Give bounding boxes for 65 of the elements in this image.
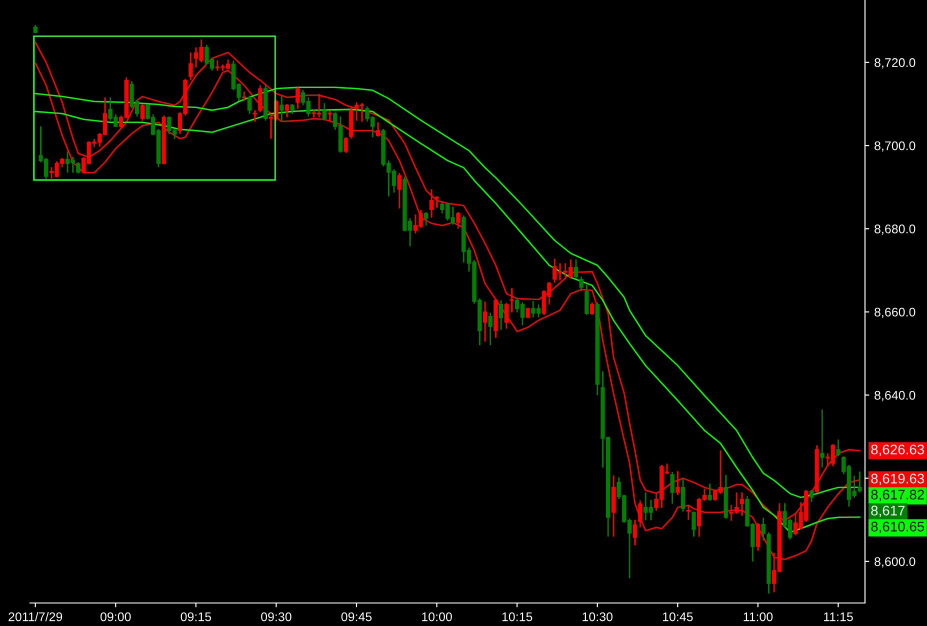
candlestick [247, 94, 252, 115]
candlestick [429, 188, 434, 218]
candlestick [188, 52, 193, 81]
candlestick [279, 94, 284, 122]
candlestick [670, 471, 674, 504]
y-tick-label: 8,640.0 [874, 390, 916, 402]
candlestick [692, 510, 696, 538]
candlestick [761, 517, 766, 542]
candlestick [708, 482, 712, 502]
candlestick [740, 492, 744, 516]
annotation: 8,619.63 [871, 474, 924, 486]
candlestick [296, 86, 300, 110]
candlestick [836, 438, 840, 457]
candlestick [809, 489, 814, 503]
x-tick-label: 09:45 [341, 612, 372, 622]
candlestick [676, 470, 680, 496]
candlestick [686, 504, 690, 521]
x-tick-label: 2011/7/29 [8, 612, 62, 622]
y-tick-label: 8,720.0 [874, 58, 916, 69]
candlestick [140, 103, 144, 122]
y-tick-label: 8,660.0 [874, 308, 916, 318]
x-tick-label: 10:45 [662, 612, 693, 622]
candlestick [498, 300, 504, 330]
candlestick [638, 500, 642, 528]
candlestick [488, 312, 492, 346]
candlestick [680, 478, 686, 512]
annotation: 8,617.82 [871, 490, 924, 502]
annotation: 8,626.63 [871, 444, 924, 456]
candlestick [76, 161, 80, 174]
candlestick [526, 307, 530, 319]
candlestick [252, 110, 257, 122]
candlestick [632, 519, 637, 546]
candlestick [344, 136, 348, 154]
candlestick [328, 110, 332, 122]
x-tick-label: 10:15 [502, 612, 532, 622]
candlestick [322, 102, 326, 122]
y-tick-label: 8,700.0 [874, 141, 916, 152]
candlestick [574, 258, 578, 280]
candlestick [424, 211, 428, 226]
candlestick [258, 84, 262, 113]
candlestick [242, 90, 246, 102]
y-tick-label: 8,680.0 [874, 224, 916, 235]
candlestick [290, 103, 294, 115]
candlestick [284, 103, 289, 118]
x-tick-label: 11:15 [824, 612, 853, 622]
x-tick-label: 09:00 [100, 612, 131, 622]
x-tick-label: 09:30 [261, 612, 292, 622]
candlestick [579, 276, 584, 292]
x-tick-label: 11:00 [744, 612, 773, 622]
candlestick [584, 284, 589, 316]
candlestick [504, 302, 508, 330]
candlestick [590, 302, 594, 316]
candlestick [397, 172, 402, 210]
annotation: 8,610.65 [871, 522, 924, 534]
x-tick-label: 09:15 [180, 612, 212, 622]
annotation: 8,617 [871, 506, 905, 518]
candlestick [482, 300, 488, 342]
x-tick-label: 10:00 [422, 612, 452, 622]
candlestick [820, 408, 824, 468]
candlestick [456, 211, 460, 230]
candlestick [756, 522, 760, 552]
candlestick [510, 287, 514, 314]
y-tick-label: 8,600.0 [874, 557, 916, 568]
candlestick [376, 122, 380, 138]
x-tick-label: 10:30 [582, 612, 613, 622]
